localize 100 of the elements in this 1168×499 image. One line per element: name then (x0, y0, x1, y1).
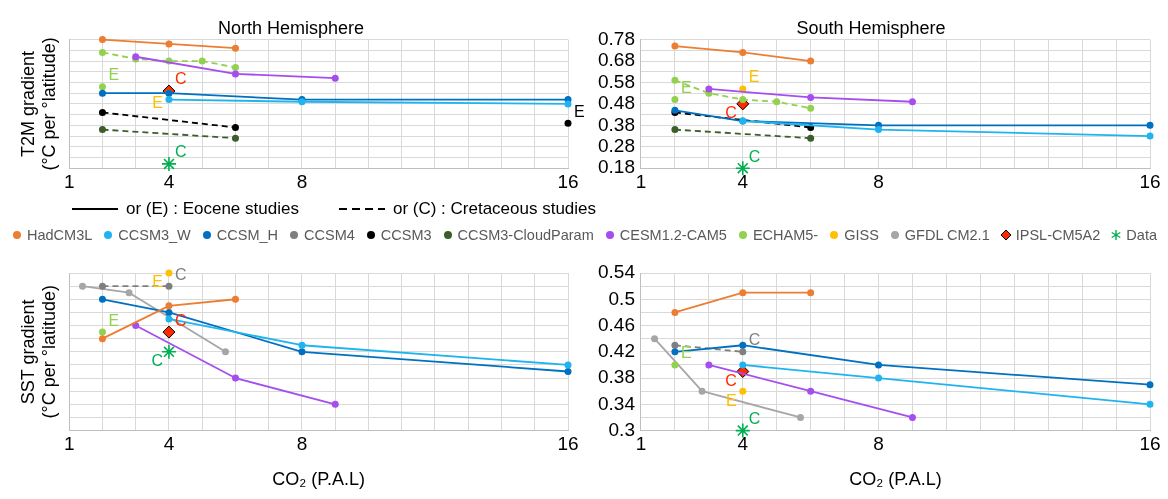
y-tick-label: 0.58 (598, 70, 635, 92)
chart-title: North Hemisphere (217, 17, 365, 38)
y-tick-label: 0.54 (598, 261, 636, 283)
point (165, 282, 173, 290)
annotation: C (725, 104, 737, 122)
point (231, 123, 239, 131)
x-tick-label: 4 (737, 433, 749, 455)
point (734, 422, 751, 439)
point (1146, 132, 1154, 140)
point (807, 57, 815, 65)
point (331, 400, 339, 408)
x-tick-label: 16 (557, 170, 579, 192)
legend-label: CCSM3 (380, 227, 432, 243)
point (807, 134, 815, 142)
point (773, 98, 781, 106)
point (564, 368, 572, 375)
annotation: C (174, 143, 187, 161)
annotation: E (152, 93, 163, 111)
y-tick-label: 0.46 (598, 313, 635, 335)
point (98, 295, 106, 303)
point (231, 44, 239, 52)
y-tick-label: 0.5 (608, 287, 635, 309)
point (739, 96, 747, 104)
legend-label: CESM1.2-CAM5 (619, 227, 727, 243)
point (231, 295, 239, 303)
y-tick-label: 0.48 (598, 92, 635, 114)
chart-title: South Hemisphere (796, 17, 946, 38)
point (875, 374, 883, 382)
point (1146, 121, 1154, 129)
point (875, 361, 883, 369)
point (705, 361, 713, 369)
legend-label: CCSM3-CloudParam (457, 227, 594, 243)
x-tick-label: 16 (1139, 433, 1161, 455)
legend-label: CCSM3_W (118, 227, 191, 243)
y-axis-title: T2M gradient (°C per °latitude) (17, 37, 60, 171)
x-tick-label: 1 (63, 433, 75, 455)
point (98, 282, 106, 290)
point (165, 40, 173, 48)
x-axis-title: CO₂ (P.A.L) (849, 469, 942, 490)
point (739, 289, 747, 297)
annotation: C (748, 410, 761, 428)
point (165, 269, 173, 277)
point (875, 126, 883, 134)
legend-label: CCSM4 (304, 227, 355, 243)
x-tick-label: 8 (873, 433, 884, 455)
point (298, 348, 306, 356)
point (807, 289, 815, 297)
point (298, 341, 306, 349)
y-tick-label: 0.38 (598, 113, 635, 135)
annotation: C (174, 70, 187, 88)
point (807, 104, 815, 112)
point (739, 387, 747, 395)
x-axis-title: CO₂ (P.A.L) (272, 469, 365, 490)
point (671, 126, 679, 134)
annotation: E (574, 102, 585, 120)
point (651, 335, 659, 343)
legend-label: IPSL-CM5A2 (1015, 227, 1101, 243)
x-tick-label: 1 (63, 170, 75, 192)
legend-label: HadCM3L (27, 227, 93, 243)
point (671, 76, 679, 84)
point (671, 308, 679, 316)
point (161, 344, 177, 360)
point (671, 348, 679, 356)
point (165, 315, 173, 323)
x-tick-label: 4 (737, 170, 749, 192)
point (739, 48, 747, 56)
text: or (E) : Eocene studies (126, 199, 299, 219)
point (98, 83, 106, 91)
y-tick-label: 0.78 (598, 27, 635, 49)
annotation: E (726, 391, 737, 409)
y-tick-label: 0.68 (598, 49, 635, 71)
point (564, 361, 572, 369)
legend-label: GFDL CM2.1 (904, 227, 990, 243)
point (739, 361, 747, 369)
annotation: C (151, 352, 163, 370)
annotation: C (748, 147, 761, 165)
point (98, 36, 106, 44)
point (734, 160, 751, 176)
point (564, 100, 572, 108)
point (698, 387, 706, 395)
annotation: E (152, 273, 163, 291)
point (231, 70, 239, 78)
x-tick-label: 4 (163, 170, 175, 192)
legend-label: ECHAM5- (752, 227, 819, 243)
point (807, 387, 815, 395)
y-axis-title: SST gradient (°C per °latitude) (17, 285, 60, 419)
point (908, 98, 916, 106)
point (796, 413, 804, 421)
point (739, 348, 747, 356)
point (671, 96, 679, 104)
legend-label: Data (1126, 227, 1157, 243)
point (231, 374, 239, 382)
point (564, 119, 572, 127)
x-tick-label: 8 (873, 170, 884, 192)
x-tick-label: 1 (635, 170, 647, 192)
point (165, 96, 173, 104)
point (221, 348, 229, 356)
point (98, 126, 106, 134)
point (1146, 400, 1154, 408)
x-tick-label: 16 (1139, 170, 1161, 192)
